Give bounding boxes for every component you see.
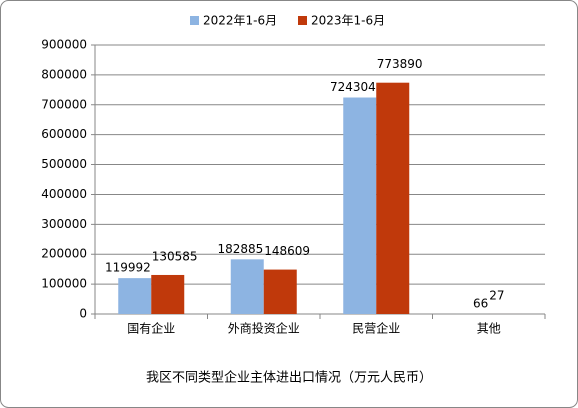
- y-tick-label: 300000: [41, 217, 87, 231]
- data-label: 182885: [217, 242, 263, 256]
- x-tick-label: 民营企业: [352, 321, 400, 336]
- y-tick-label: 600000: [41, 127, 87, 141]
- data-label: 119992: [105, 261, 151, 275]
- legend-label: 2023年1-6月: [311, 14, 385, 28]
- data-label: 66: [473, 296, 488, 310]
- bar: [118, 278, 152, 314]
- data-label: 724304: [330, 80, 376, 94]
- data-label: 27: [489, 288, 504, 302]
- bar: [263, 269, 297, 314]
- chart-title: 我区不同类型企业主体进出口情况（万元人民币）: [146, 370, 432, 386]
- y-tick-label: 700000: [41, 97, 87, 111]
- bar: [151, 274, 185, 314]
- x-tick-label: 其他: [477, 322, 501, 336]
- bar: [343, 97, 377, 314]
- y-tick-label: 200000: [41, 247, 87, 261]
- y-tick-label: 400000: [41, 187, 87, 201]
- y-tick-label: 900000: [41, 38, 87, 52]
- x-tick-label: 外商投资企业: [228, 321, 300, 336]
- y-tick-label: 100000: [41, 277, 87, 291]
- y-tick-label: 0: [79, 307, 87, 321]
- data-label: 773890: [377, 57, 423, 71]
- data-label: 148609: [264, 244, 310, 258]
- legend-swatch: [298, 16, 307, 25]
- bar: [230, 259, 264, 314]
- y-tick-label: 800000: [41, 67, 87, 81]
- y-tick-label: 500000: [41, 157, 87, 171]
- legend-swatch: [190, 16, 199, 25]
- bar: [376, 82, 410, 315]
- data-label: 130585: [152, 249, 198, 263]
- legend-label: 2022年1-6月: [203, 14, 277, 28]
- x-tick-label: 国有企业: [127, 321, 175, 336]
